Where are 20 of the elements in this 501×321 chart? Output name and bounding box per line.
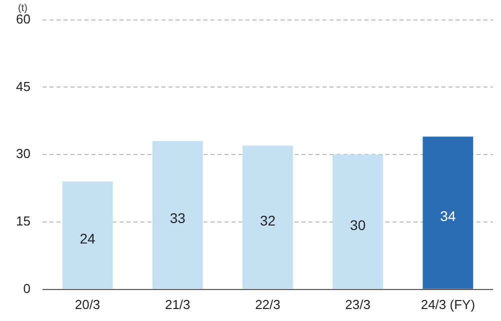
data-label: 33 — [170, 210, 186, 226]
data-label: 24 — [80, 230, 96, 246]
data-label: 32 — [260, 212, 276, 228]
y-tick-label: 30 — [16, 146, 30, 162]
data-label: 30 — [350, 216, 366, 233]
bar — [242, 146, 293, 289]
x-tick-label: 22/3 — [255, 296, 280, 312]
x-tick-label: 20/3 — [74, 296, 100, 312]
data-label: 34 — [440, 208, 456, 224]
y-axis-title: (t) — [18, 2, 28, 14]
bar — [152, 141, 203, 289]
x-tick-label: 23/3 — [345, 296, 370, 312]
bar — [62, 182, 113, 289]
x-tick-label: 21/3 — [164, 296, 190, 312]
x-tick-label: 24/3 (FY) — [420, 296, 476, 312]
y-tick-label: 15 — [16, 214, 30, 229]
bar — [332, 154, 384, 289]
bar — [422, 136, 474, 289]
y-tick-label: 0 — [23, 280, 30, 296]
y-tick-label: 45 — [16, 78, 30, 94]
